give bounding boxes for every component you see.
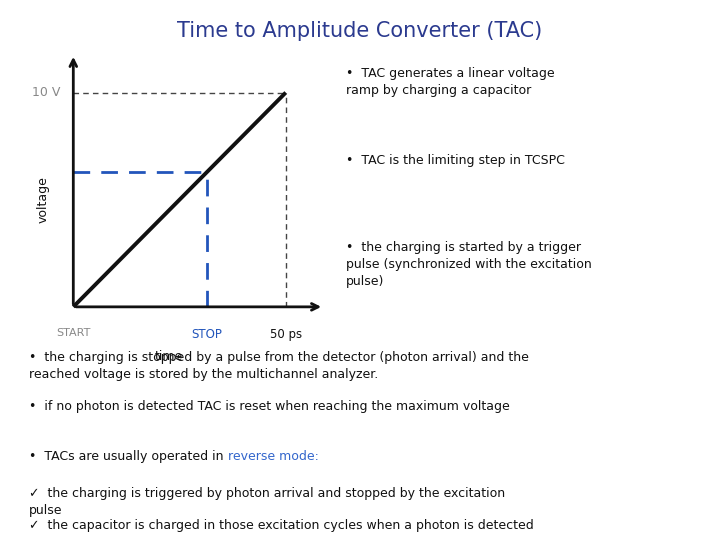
Text: START: START bbox=[56, 328, 91, 338]
Text: •  TAC generates a linear voltage
ramp by charging a capacitor: • TAC generates a linear voltage ramp by… bbox=[346, 66, 554, 97]
Text: Time to Amplitude Converter (TAC): Time to Amplitude Converter (TAC) bbox=[177, 21, 543, 40]
Text: •  if no photon is detected TAC is reset when reaching the maximum voltage: • if no photon is detected TAC is reset … bbox=[29, 401, 509, 414]
Text: •  the charging is stopped by a pulse from the detector (photon arrival) and the: • the charging is stopped by a pulse fro… bbox=[29, 351, 528, 381]
Text: STOP: STOP bbox=[192, 328, 222, 341]
Text: 10 V: 10 V bbox=[32, 86, 60, 99]
Text: voltage: voltage bbox=[37, 176, 50, 223]
Text: ✓  the capacitor is charged in those excitation cycles when a photon is detected: ✓ the capacitor is charged in those exci… bbox=[29, 519, 534, 532]
Text: •  TAC is the limiting step in TCSPC: • TAC is the limiting step in TCSPC bbox=[346, 154, 564, 167]
Text: reverse mode:: reverse mode: bbox=[228, 450, 319, 463]
Text: 50 ps: 50 ps bbox=[270, 328, 302, 341]
Text: •  the charging is started by a trigger
pulse (synchronized with the excitation
: • the charging is started by a trigger p… bbox=[346, 241, 592, 288]
Text: •  TACs are usually operated in: • TACs are usually operated in bbox=[29, 450, 227, 463]
Text: ✓  the charging is triggered by photon arrival and stopped by the excitation
pul: ✓ the charging is triggered by photon ar… bbox=[29, 487, 505, 517]
Text: time: time bbox=[155, 350, 183, 363]
